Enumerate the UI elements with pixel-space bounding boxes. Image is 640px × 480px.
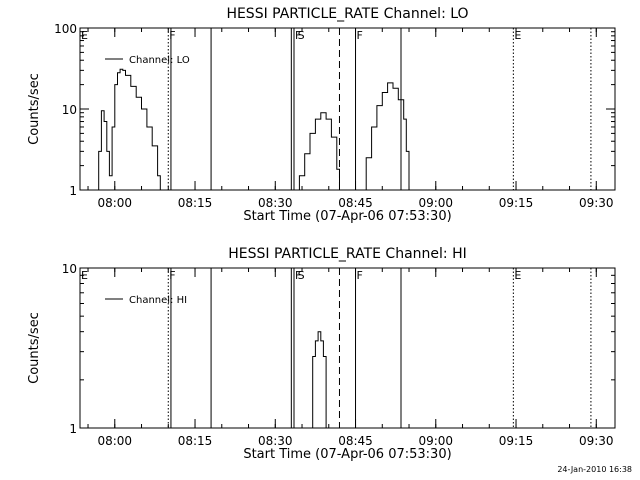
marker-label: E [514, 29, 521, 42]
marker-label: F [169, 29, 175, 42]
chart-title: HESSI PARTICLE_RATE Channel: LO [226, 6, 468, 22]
plot-timestamp: 24-Jan-2010 16:38 [557, 465, 632, 474]
marker-label: F [295, 269, 301, 282]
chart-panel-2: HESSI PARTICLE_RATE Channel: HI 08:00 08:1… [27, 246, 616, 462]
x-tick-label: 09:30 [579, 434, 614, 448]
marker-label: F [295, 29, 301, 42]
y-tick-label: 1 [69, 422, 77, 436]
chart-title: HESSI PARTICLE_RATE Channel: HI [228, 246, 466, 262]
x-axis-label: Start Time (07-Apr-06 07:53:30) [243, 447, 451, 462]
x-tick-label: 09:00 [418, 434, 453, 448]
y-tick-label: 10 [62, 262, 77, 276]
x-tick-label: 08:45 [338, 196, 373, 210]
x-tick-label: 08:00 [97, 434, 132, 448]
plot-frame [79, 27, 616, 191]
legend-label: Channel: HI [129, 295, 187, 306]
x-tick-label: 08:30 [258, 434, 293, 448]
x-tick-label: 08:45 [338, 434, 373, 448]
x-tick-label: 09:15 [499, 434, 534, 448]
marker-label: S [298, 269, 305, 282]
marker-label: E [81, 29, 88, 42]
x-tick-label: 09:30 [579, 196, 614, 210]
y-axis-label: Counts/sec [27, 312, 42, 384]
marker-label: E [81, 269, 88, 282]
x-tick-label: 09:15 [499, 196, 534, 210]
marker-label: F [357, 29, 363, 42]
chart-panel-1: HESSI PARTICLE_RATE Channel: LO 08:00 08:1… [27, 6, 616, 224]
x-axis-label: Start Time (07-Apr-06 07:53:30) [243, 209, 451, 224]
series-line [360, 82, 410, 191]
x-tick-label: 08:15 [178, 434, 213, 448]
marker-label: F [169, 269, 175, 282]
marker-label: F [357, 269, 363, 282]
plot-frame [79, 267, 616, 429]
marker-label: E [514, 269, 521, 282]
x-tick-label: 08:15 [178, 196, 213, 210]
x-tick-label: 08:00 [97, 196, 132, 210]
series-line [310, 331, 327, 429]
y-tick-label: 10 [62, 103, 77, 117]
x-tick-label: 08:30 [258, 196, 293, 210]
series-line [294, 112, 340, 191]
x-tick-label: 09:00 [418, 196, 453, 210]
legend-label: Channel: LO [129, 55, 190, 66]
y-tick-label: 100 [54, 22, 77, 36]
y-axis-label: Counts/sec [27, 73, 42, 145]
series-line [96, 68, 161, 191]
y-tick-label: 1 [69, 184, 77, 198]
marker-label: S [298, 29, 305, 42]
